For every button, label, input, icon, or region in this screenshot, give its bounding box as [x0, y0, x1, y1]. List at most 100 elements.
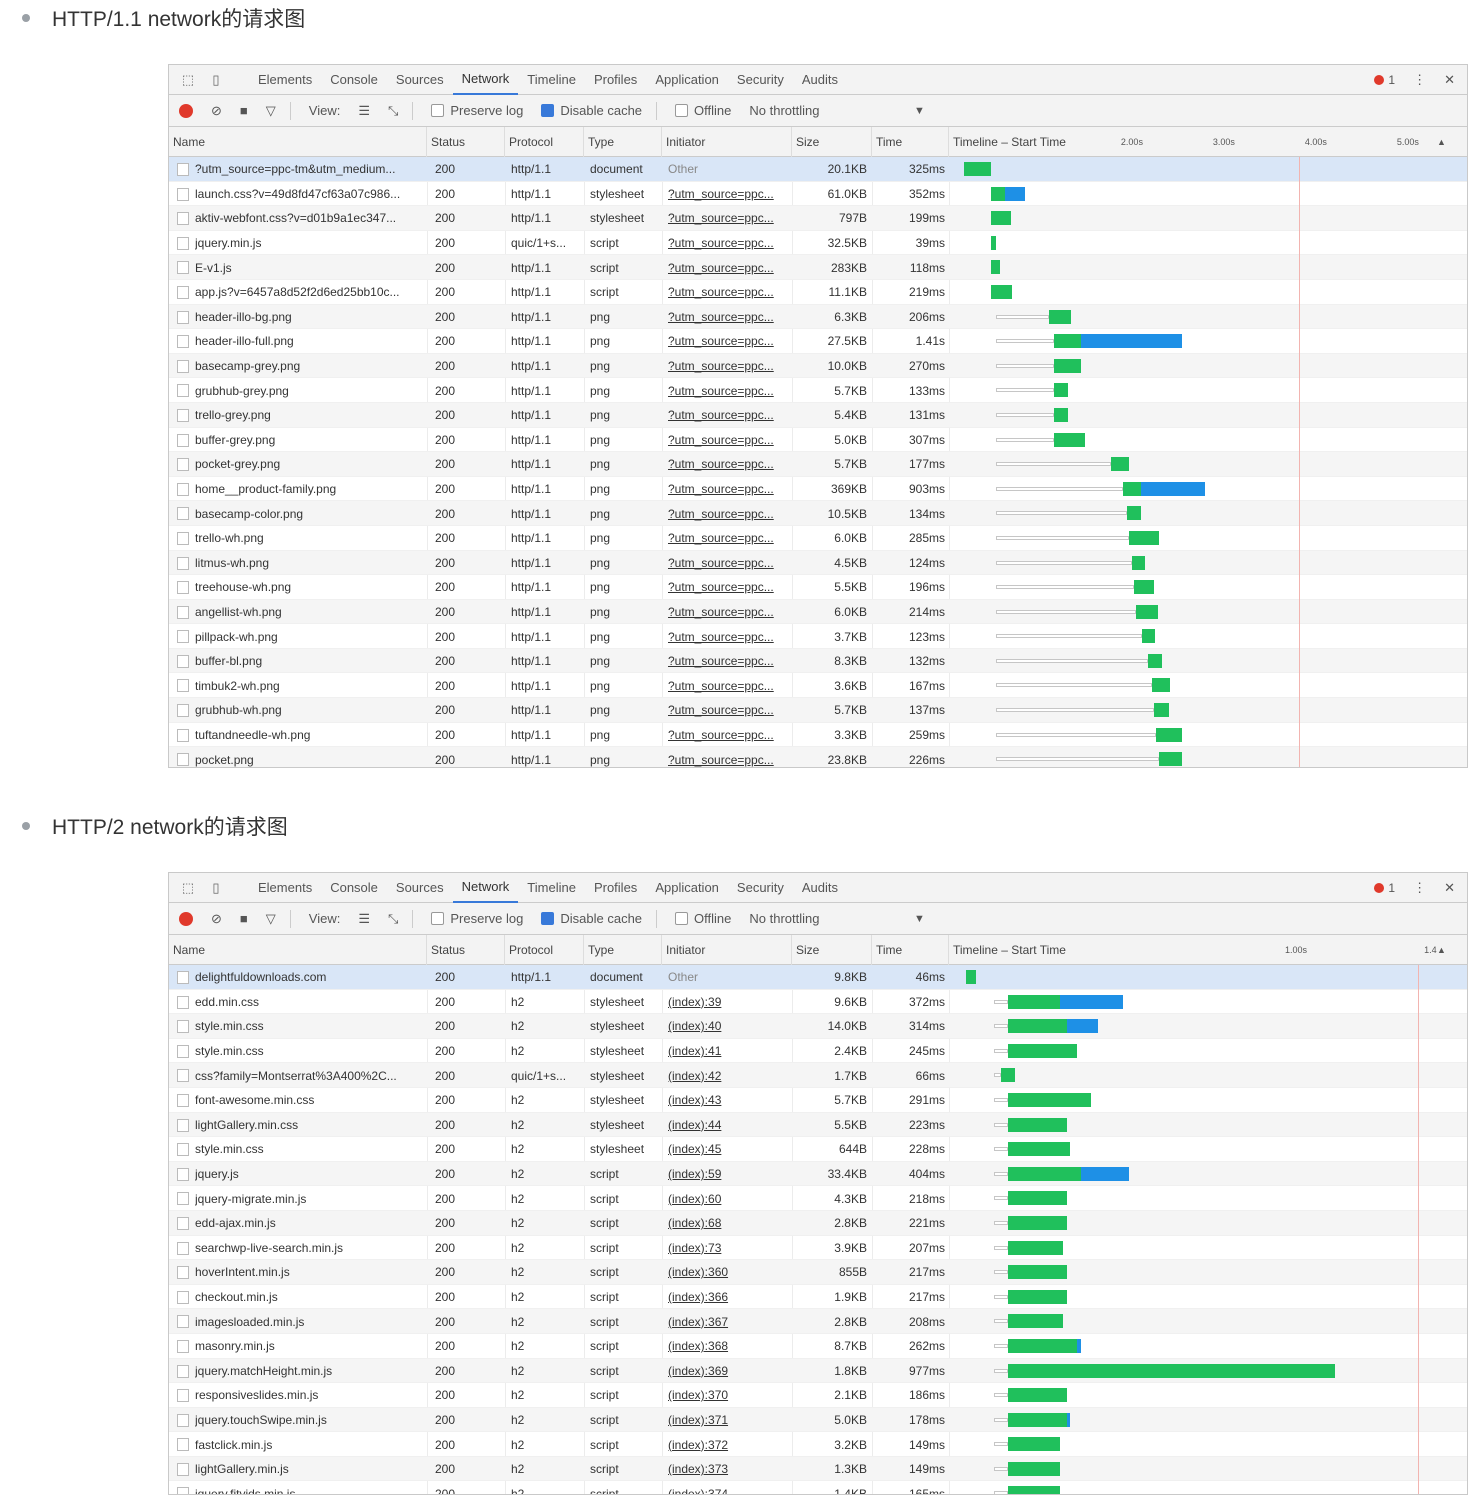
offline-checkbox[interactable]: [675, 104, 689, 117]
request-initiator[interactable]: ?utm_source=ppc...: [668, 260, 774, 275]
tab-profiles[interactable]: Profiles: [593, 72, 638, 87]
chevron-down-icon[interactable]: ▼: [914, 912, 925, 925]
request-initiator[interactable]: (index):68: [668, 1216, 722, 1231]
request-name[interactable]: checkout.min.js: [195, 1290, 278, 1305]
screenshot-icon[interactable]: ■: [239, 103, 248, 118]
close-icon[interactable]: ✕: [1444, 880, 1455, 895]
request-name[interactable]: hoverIntent.min.js: [195, 1265, 290, 1280]
sort-ascending-icon[interactable]: ▲: [1437, 137, 1446, 147]
request-initiator[interactable]: ?utm_source=ppc...: [668, 334, 774, 349]
column-header-type[interactable]: Type: [584, 127, 662, 157]
request-initiator[interactable]: ?utm_source=ppc...: [668, 678, 774, 693]
throttling-select[interactable]: No throttling: [749, 103, 820, 118]
waterfall-icon[interactable]: ⤡: [387, 910, 399, 926]
request-initiator[interactable]: (index):369: [668, 1363, 729, 1378]
tab-timeline[interactable]: Timeline: [527, 72, 576, 87]
tab-console[interactable]: Console: [330, 880, 378, 895]
device-mode-icon[interactable]: ▯: [212, 879, 220, 895]
filter-icon[interactable]: ▽: [265, 102, 276, 118]
request-row[interactable]: fastclick.min.js 200 h2 script (index):372 3.…: [169, 1432, 1467, 1457]
request-name[interactable]: buffer-bl.png: [195, 654, 263, 669]
tab-sources[interactable]: Sources: [395, 72, 444, 87]
tab-elements[interactable]: Elements: [258, 880, 313, 895]
request-initiator[interactable]: ?utm_source=ppc...: [668, 580, 774, 595]
inspect-element-icon[interactable]: ⬚: [181, 71, 195, 87]
request-initiator[interactable]: (index):44: [668, 1117, 722, 1132]
request-name[interactable]: delightfuldownloads.com: [195, 970, 327, 985]
request-row[interactable]: css?family=Montserrat%3A400%2C... 200 quic…: [169, 1063, 1467, 1088]
request-initiator[interactable]: ?utm_source=ppc...: [668, 359, 774, 374]
tab-timeline[interactable]: Timeline: [527, 880, 576, 895]
inspect-element-icon[interactable]: ⬚: [181, 879, 195, 895]
request-initiator[interactable]: ?utm_source=ppc...: [668, 654, 774, 669]
request-row[interactable]: checkout.min.js 200 h2 script (index):366 1.9…: [169, 1285, 1467, 1310]
request-row[interactable]: edd.min.css 200 h2 stylesheet (index):39 9.6K…: [169, 990, 1467, 1015]
request-row[interactable]: searchwp-live-search.min.js 200 h2 script (i…: [169, 1236, 1467, 1261]
tab-application[interactable]: Application: [655, 880, 719, 895]
preserve-log-checkbox[interactable]: [431, 104, 445, 117]
request-name[interactable]: tuftandneedle-wh.png: [195, 727, 311, 742]
request-initiator[interactable]: ?utm_source=ppc...: [668, 506, 774, 521]
request-row[interactable]: trello-grey.png 200 http/1.1 png ?utm_source…: [169, 402, 1467, 428]
request-row[interactable]: jquery-migrate.min.js 200 h2 script (index):…: [169, 1186, 1467, 1211]
request-row[interactable]: lightGallery.min.css 200 h2 stylesheet (inde…: [169, 1112, 1467, 1138]
request-initiator[interactable]: (index):367: [668, 1314, 729, 1329]
request-name[interactable]: trello-grey.png: [195, 408, 271, 423]
request-row[interactable]: pillpack-wh.png 200 http/1.1 png ?utm_source…: [169, 624, 1467, 649]
request-row[interactable]: jquery.min.js 200 quic/1+s... script ?utm_so…: [169, 231, 1467, 256]
request-row[interactable]: litmus-wh.png 200 http/1.1 png ?utm_source=p…: [169, 550, 1467, 576]
request-initiator[interactable]: (index):374: [668, 1486, 729, 1495]
request-name[interactable]: aktiv-webfont.css?v=d01b9a1ec347...: [195, 211, 397, 226]
request-name[interactable]: jquery.touchSwipe.min.js: [195, 1412, 327, 1427]
request-name[interactable]: jquery.js: [195, 1167, 239, 1182]
request-name[interactable]: font-awesome.min.css: [195, 1093, 315, 1108]
request-name[interactable]: jquery.matchHeight.min.js: [195, 1363, 333, 1378]
request-row[interactable]: imagesloaded.min.js 200 h2 script (index):36…: [169, 1309, 1467, 1334]
request-name[interactable]: pocket.png: [195, 752, 254, 767]
request-row[interactable]: masonry.min.js 200 h2 script (index):368 8.7K…: [169, 1334, 1467, 1359]
disable-cache-toggle[interactable]: Disable cache: [541, 103, 642, 118]
request-row[interactable]: jquery.matchHeight.min.js 200 h2 script (ind…: [169, 1358, 1467, 1384]
device-mode-icon[interactable]: ▯: [212, 71, 220, 87]
request-row[interactable]: responsiveslides.min.js 200 h2 script (index…: [169, 1383, 1467, 1408]
request-initiator[interactable]: (index):42: [668, 1068, 722, 1083]
request-name[interactable]: style.min.css: [195, 1044, 264, 1059]
request-row[interactable]: basecamp-color.png 200 http/1.1 png ?utm_sou…: [169, 501, 1467, 526]
request-name[interactable]: masonry.min.js: [195, 1339, 275, 1354]
request-name[interactable]: responsiveslides.min.js: [195, 1388, 319, 1403]
column-header-initiator[interactable]: Initiator: [662, 127, 792, 157]
request-initiator[interactable]: (index):370: [668, 1388, 729, 1403]
request-row[interactable]: jquery.js 200 h2 script (index):59 33.4KB 404m…: [169, 1161, 1467, 1187]
column-header-status[interactable]: Status: [427, 935, 505, 965]
request-row[interactable]: header-illo-bg.png 200 http/1.1 png ?utm_sou…: [169, 304, 1467, 330]
request-name[interactable]: header-illo-bg.png: [195, 309, 292, 324]
request-row[interactable]: angellist-wh.png 200 http/1.1 png ?utm_sourc…: [169, 599, 1467, 625]
request-row[interactable]: style.min.css 200 h2 stylesheet (index):40 14…: [169, 1014, 1467, 1039]
request-name[interactable]: app.js?v=6457a8d52f2d6ed25bb10c...: [195, 285, 400, 300]
clear-icon[interactable]: ⊘: [211, 102, 222, 118]
throttling-select[interactable]: No throttling: [749, 911, 820, 926]
request-initiator[interactable]: ?utm_source=ppc...: [668, 211, 774, 226]
disable-cache-checkbox[interactable]: [541, 912, 555, 925]
request-name[interactable]: home__product-family.png: [195, 482, 337, 497]
request-initiator[interactable]: ?utm_source=ppc...: [668, 629, 774, 644]
preserve-log-toggle[interactable]: Preserve log: [431, 911, 523, 926]
request-row[interactable]: style.min.css 200 h2 stylesheet (index):45 64…: [169, 1137, 1467, 1162]
request-row[interactable]: trello-wh.png 200 http/1.1 png ?utm_source=p…: [169, 526, 1467, 551]
request-row[interactable]: header-illo-full.png 200 http/1.1 png ?utm_s…: [169, 329, 1467, 354]
request-initiator[interactable]: ?utm_source=ppc...: [668, 727, 774, 742]
disable-cache-toggle[interactable]: Disable cache: [541, 911, 642, 926]
tab-console[interactable]: Console: [330, 72, 378, 87]
request-name[interactable]: pocket-grey.png: [195, 457, 281, 472]
column-header-size[interactable]: Size: [792, 127, 872, 157]
tab-sources[interactable]: Sources: [395, 880, 444, 895]
request-name[interactable]: pillpack-wh.png: [195, 629, 278, 644]
request-name[interactable]: timbuk2-wh.png: [195, 678, 280, 693]
request-initiator[interactable]: (index):360: [668, 1265, 729, 1280]
record-button[interactable]: [179, 103, 193, 118]
request-row[interactable]: home__product-family.png 200 http/1.1 png ?u…: [169, 477, 1467, 502]
request-initiator[interactable]: ?utm_source=ppc...: [668, 703, 774, 718]
more-options-icon[interactable]: ⋮: [1413, 880, 1427, 895]
request-row[interactable]: launch.css?v=49d8fd47cf63a07c986... 200 ht…: [169, 182, 1467, 207]
request-row[interactable]: treehouse-wh.png 200 http/1.1 png ?utm_sourc…: [169, 575, 1467, 600]
